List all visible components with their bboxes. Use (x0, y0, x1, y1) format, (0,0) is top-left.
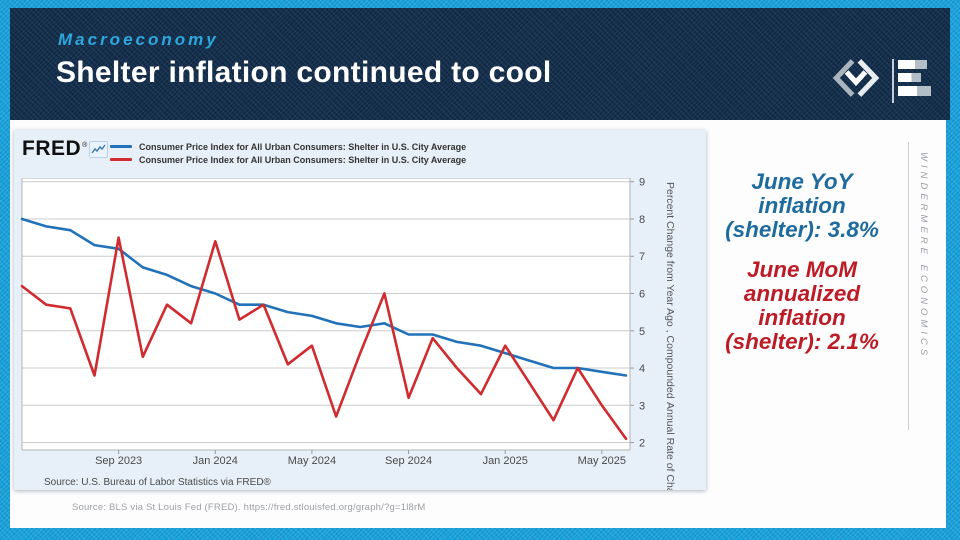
windermere-w-icon (830, 54, 882, 107)
svg-text:6: 6 (639, 289, 645, 301)
y-axis-title-line2: Annual Rate of Change (664, 401, 676, 490)
fred-chart-card: FRED ® Consumer Price Index for All Urba… (14, 130, 706, 490)
legend-label-mom: Consumer Price Index for All Urban Consu… (139, 154, 467, 165)
svg-text:Jan 2025: Jan 2025 (483, 455, 528, 467)
legend-dash-red-icon (110, 158, 132, 161)
callout-mom-line3: inflation (758, 305, 846, 330)
brand-vertical-text: WINDERMERE ECONOMICS (918, 152, 929, 360)
callout-mom-line1: June MoM (747, 257, 857, 282)
brand-vertical-rule: WINDERMERE ECONOMICS (908, 142, 929, 430)
svg-text:9: 9 (639, 178, 645, 189)
eyebrow-label: Macroeconomy (58, 30, 219, 49)
callout-yoy: June YoY inflation (shelter): 3.8% (698, 170, 906, 242)
page-title: Shelter inflation continued to cool (56, 56, 552, 89)
chart-legend: Consumer Price Index for All Urban Consu… (110, 140, 466, 166)
svg-text:Sep 2023: Sep 2023 (95, 455, 142, 467)
svg-text:2: 2 (639, 438, 645, 450)
callout-yoy-line3: (shelter): 3.8% (725, 217, 879, 242)
legend-row-mom: Consumer Price Index for All Urban Consu… (110, 153, 466, 166)
fred-plot: 2 3 4 5 6 7 8 9 Sep 2023 Jan 2024 May 2024 Sep 2024… (20, 177, 645, 467)
economics-e-icon (892, 58, 932, 103)
svg-text:3: 3 (639, 400, 645, 412)
legend-dash-blue-icon (110, 145, 132, 148)
fred-sparkline-icon (89, 140, 109, 158)
svg-text:Jan 2024: Jan 2024 (193, 455, 238, 467)
svg-text:8: 8 (639, 214, 645, 226)
legend-label-yoy: Consumer Price Index for All Urban Consu… (139, 141, 467, 152)
svg-text:5: 5 (639, 326, 645, 338)
callout-mom: June MoM annualized inflation (shelter):… (698, 258, 906, 354)
svg-text:7: 7 (639, 251, 645, 263)
windermere-logo (830, 54, 932, 107)
callout-mom-line4: (shelter): 2.1% (725, 329, 879, 354)
chart-source-note: Source: U.S. Bureau of Labor Statistics … (44, 477, 271, 488)
callout-mom-line2: annualized (743, 281, 861, 306)
footer-source: Source: BLS via St Louis Fed (FRED). htt… (72, 502, 426, 513)
svg-text:Sep 2024: Sep 2024 (385, 455, 432, 467)
plot-area: 2 3 4 5 6 7 8 9 Sep 2023 Jan 2024 May 2024 Sep 2024… (14, 177, 690, 475)
callout-yoy-line2: inflation (758, 193, 846, 218)
callout-yoy-line1: June YoY (751, 169, 853, 194)
y-axis-title-line1: Percent Change from Year Ago , Compounde… (664, 182, 676, 399)
legend-row-yoy: Consumer Price Index for All Urban Consu… (110, 140, 466, 153)
fred-logo-text: FRED (22, 137, 82, 160)
svg-text:4: 4 (639, 363, 645, 375)
header-banner: Macroeconomy Shelter inflation continued… (10, 8, 950, 120)
svg-text:May 2025: May 2025 (578, 455, 626, 467)
registered-mark: ® (82, 141, 88, 149)
svg-text:May 2024: May 2024 (288, 455, 336, 467)
fred-logo: FRED ® (22, 137, 109, 161)
y-axis-title: Percent Change from Year Ago , Compounde… (664, 182, 676, 490)
